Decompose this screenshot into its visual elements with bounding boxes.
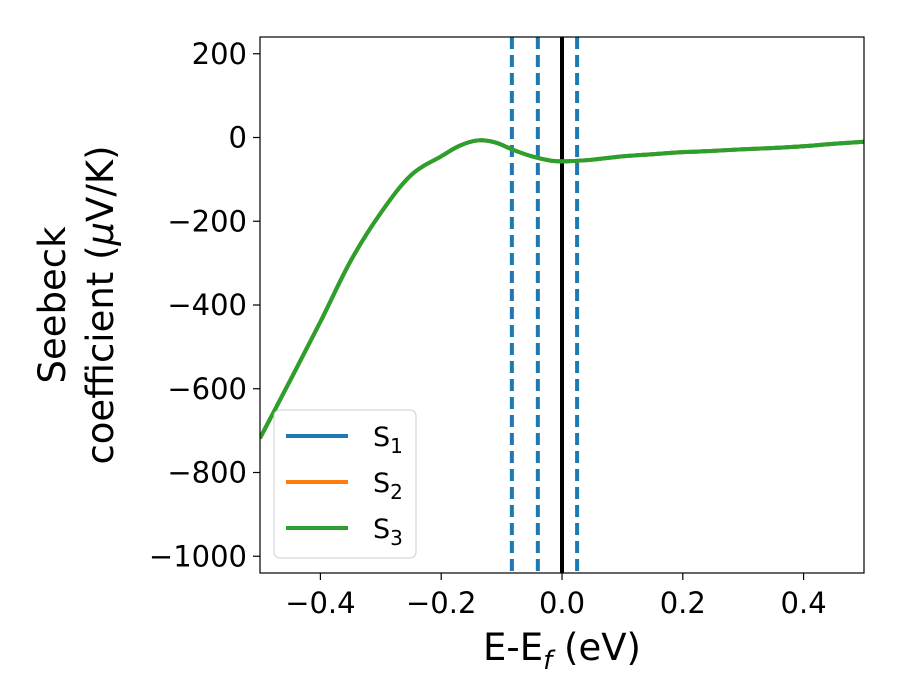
x-axis-ticks: −0.4 −0.2 0.0 0.2 0.4	[285, 573, 827, 620]
x-tick-label: 0.2	[660, 586, 706, 620]
y-tick-label: 200	[192, 37, 247, 71]
data-series	[260, 138, 864, 440]
y-tick-label: −1000	[149, 539, 247, 573]
legend-label-s2: S2	[373, 468, 403, 504]
legend-label-s1: S1	[373, 422, 403, 458]
legend: S1 S2 S3	[273, 409, 417, 559]
y-axis-ticks: 200 0 −200 −400 −600 −800 −1000	[149, 37, 260, 573]
x-tick-label: 0.4	[781, 586, 827, 620]
y-tick-label: 0	[229, 121, 247, 155]
y-axis-title-line1: Seebeck	[31, 226, 74, 384]
x-tick-label: −0.4	[285, 586, 355, 620]
legend-label-s3: S3	[373, 514, 403, 550]
x-tick-label: 0.0	[539, 586, 585, 620]
y-axis-title-line2: coefficient (μV/K)	[79, 145, 122, 464]
y-tick-label: −800	[167, 456, 247, 490]
series-line-s3	[260, 138, 864, 440]
x-tick-label: −0.2	[406, 586, 476, 620]
x-axis-title: E-Ef (eV)	[483, 626, 641, 676]
reference-lines	[509, 37, 580, 573]
y-tick-label: −600	[167, 372, 247, 406]
y-tick-label: −400	[167, 288, 247, 322]
y-tick-label: −200	[167, 204, 247, 238]
